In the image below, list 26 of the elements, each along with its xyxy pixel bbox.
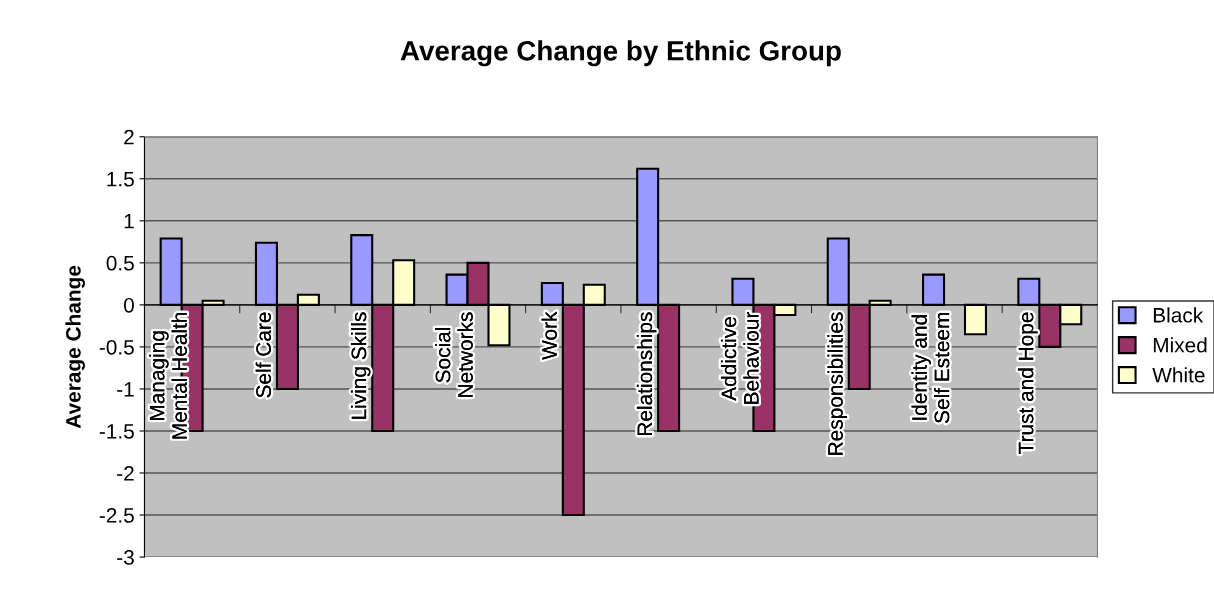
x-tick-label: Responsibilities xyxy=(827,312,847,455)
y-tick-label: 2 xyxy=(124,129,134,145)
chart-title: Average Change by Ethnic Group xyxy=(400,40,841,67)
x-tick-label: Identity and Self Esteem xyxy=(911,312,950,423)
y-tick-label: -2 xyxy=(117,466,134,481)
y-tick-label: 0.5 xyxy=(106,255,134,271)
x-tick-label: Work xyxy=(541,311,557,360)
x-tick-label: Addictive Behaviour xyxy=(720,311,759,404)
legend-label: White xyxy=(1152,367,1205,383)
x-tick-label: Trust and Hope xyxy=(1018,312,1038,454)
legend-label: Mixed xyxy=(1153,337,1207,353)
x-tick-label: Social Networks xyxy=(435,312,473,397)
y-tick-label: 1 xyxy=(124,214,134,229)
x-tick-label: Living Skills xyxy=(350,312,371,419)
y-tick-label: -2.5 xyxy=(99,508,134,523)
y-tick-label: 1.5 xyxy=(107,172,134,187)
x-tick-label: Relationships xyxy=(636,312,657,435)
y-tick-label: -1 xyxy=(117,382,134,397)
x-tick-label: Managing Mental Health xyxy=(149,312,187,439)
y-tick-label: 0 xyxy=(123,297,134,313)
y-tick-label: -0.5 xyxy=(99,339,134,355)
y-tick-label: -1.5 xyxy=(99,424,134,439)
legend-label: Black xyxy=(1153,307,1204,323)
y-axis-title: Average Change xyxy=(65,265,85,429)
y-tick-label: -3 xyxy=(117,550,134,565)
x-tick-label: Self Care xyxy=(255,312,271,398)
